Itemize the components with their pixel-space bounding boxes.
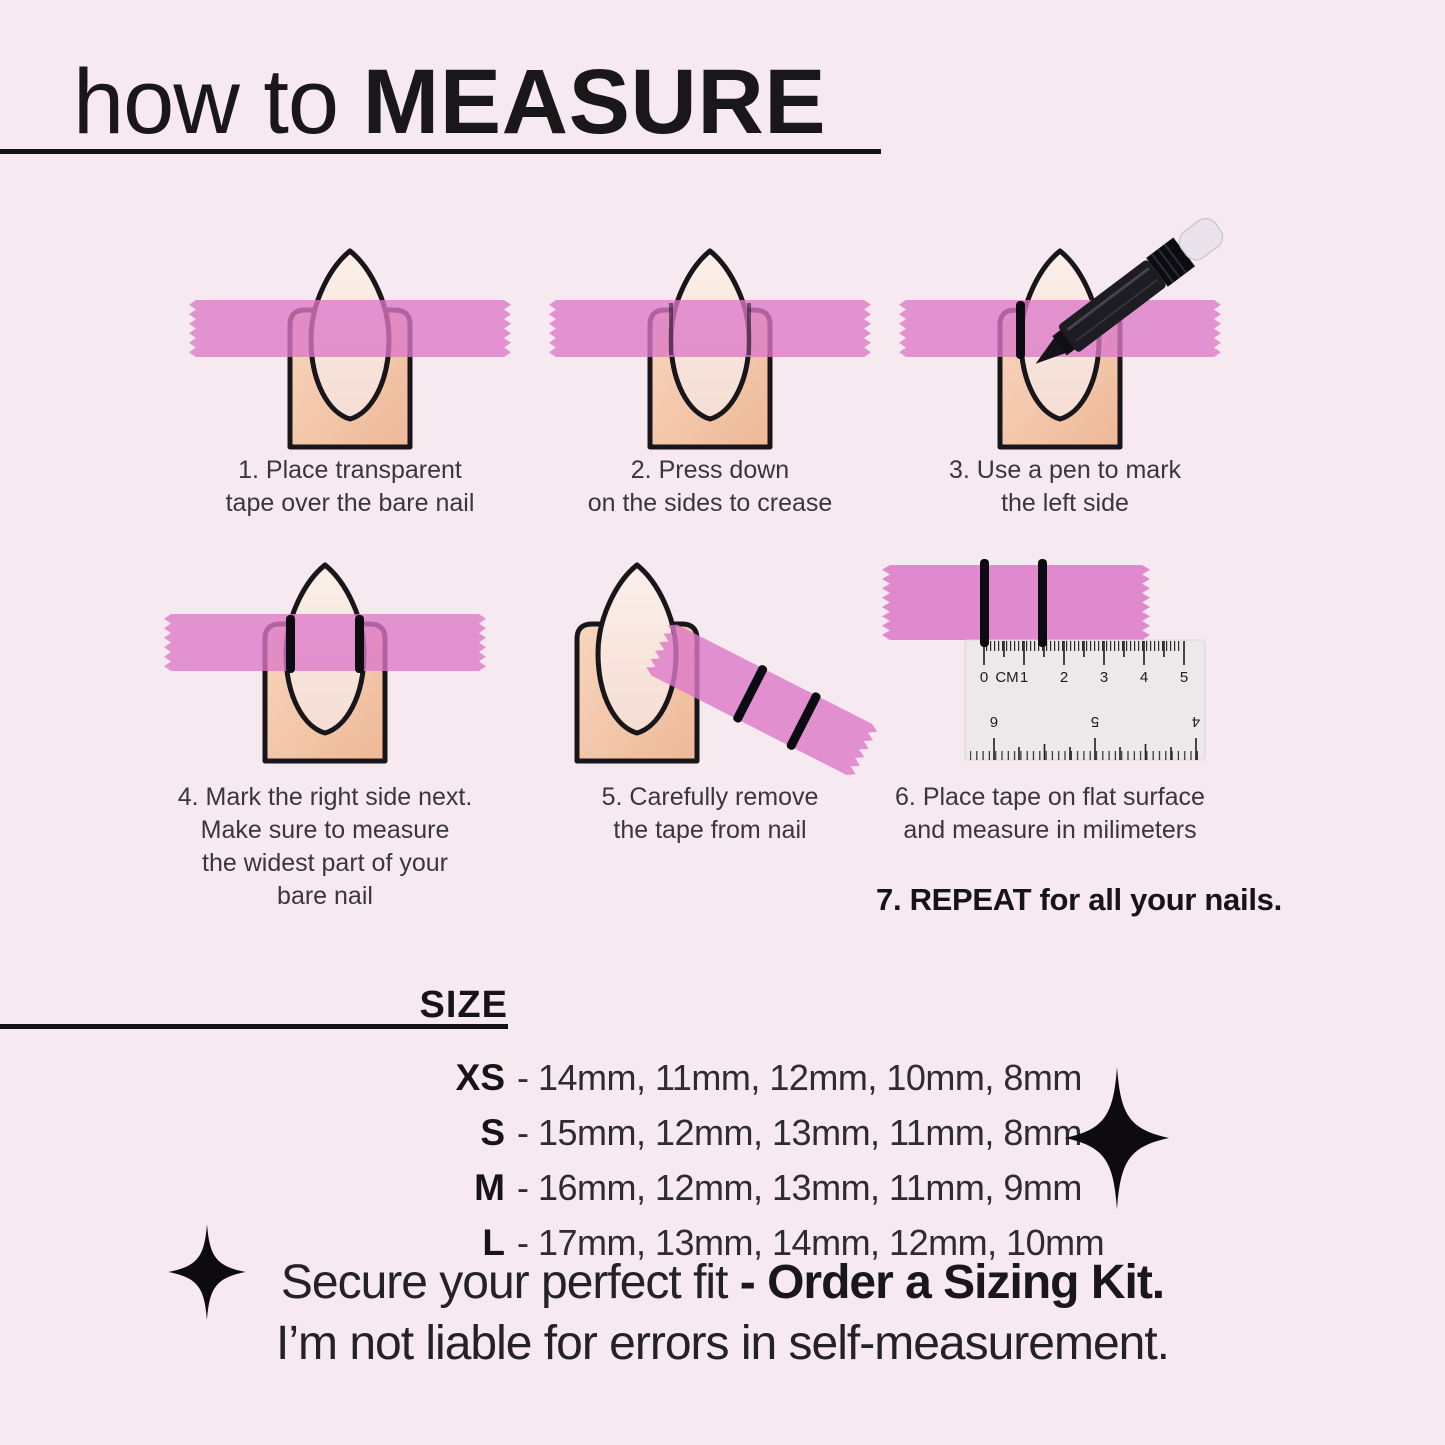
page-title-bold: MEASURE — [362, 51, 827, 153]
ruler-inch-6: 6 — [990, 713, 998, 730]
step-6-illustration: 0 CM 1 2 3 4 5 6 5 — [882, 559, 1206, 761]
title-underline — [0, 149, 881, 154]
step-5: 5. Carefully remove the tape from nail — [530, 555, 890, 847]
step-3: 3. Use a pen to mark the left side — [880, 215, 1250, 520]
tape-graphic — [549, 300, 871, 357]
footer-line2: I’m not liable for errors in self-measur… — [276, 1317, 1170, 1370]
crease-lines — [669, 302, 751, 355]
size-table: XS - 14mm, 11mm, 12mm, 10mm, 8mm S - 15m… — [0, 1050, 1120, 1270]
step-caption: 3. Use a pen to mark the left side — [948, 456, 1182, 517]
pen-mark-left — [286, 615, 295, 673]
marker-pen-icon — [1035, 217, 1224, 364]
step-6: 0 CM 1 2 3 4 5 6 5 — [850, 555, 1250, 847]
page-title-light: how to — [73, 51, 363, 153]
step-2: 2. Press down on the sides to crease — [530, 215, 890, 520]
pen-mark-right — [355, 615, 364, 673]
tape-graphic — [164, 614, 486, 671]
ruler-inch-5: 5 — [1091, 713, 1099, 730]
pen-mark-right — [786, 692, 821, 750]
ruler-cm-3: 3 — [1100, 669, 1108, 686]
size-row-s: S - 15mm, 12mm, 13mm, 11mm, 8mm — [0, 1105, 1120, 1160]
ruler-cm-2: 2 — [1060, 669, 1068, 686]
ruler-cm-4: 4 — [1140, 669, 1148, 686]
size-values: - 17mm, 13mm, 14mm, 12mm, 10mm — [517, 1222, 1105, 1263]
ruler-graphic: 0 CM 1 2 3 4 5 6 5 — [964, 639, 1206, 761]
tape-graphic — [882, 565, 1150, 640]
size-label: XS — [455, 1057, 505, 1098]
pen-mark-left — [1016, 301, 1025, 359]
size-row-l: L - 17mm, 13mm, 14mm, 12mm, 10mm — [0, 1215, 1120, 1270]
ruler-cm-0: 0 — [980, 669, 988, 686]
step-4: 4. Mark the right side next. Make sure t… — [135, 555, 515, 913]
step-caption: 5. Carefully remove the tape from nail — [601, 783, 819, 844]
ruler-cm-5: 5 — [1180, 669, 1188, 686]
step-1-illustration — [189, 215, 511, 450]
sparkle-icon — [168, 1224, 246, 1320]
step-1: 1. Place transparent tape over the bare … — [170, 215, 530, 520]
footer-line1-bold: - Order a Sizing Kit. — [739, 1256, 1165, 1309]
page-title: how to MEASURE — [73, 56, 826, 148]
step-caption: 2. Press down on the sides to crease — [587, 456, 833, 517]
pen-mark-right — [1038, 559, 1047, 647]
step-4-illustration — [164, 555, 486, 777]
step-caption: 1. Place transparent tape over the bare … — [225, 456, 475, 517]
ruler-inch-4: 4 — [1192, 713, 1200, 730]
size-values: - 15mm, 12mm, 13mm, 11mm, 8mm — [517, 1112, 1082, 1153]
sparkle-icon — [1064, 1067, 1170, 1209]
step-5-illustration — [530, 555, 878, 775]
footer-line1: Secure your perfect fit - Order a Sizing… — [0, 1252, 1445, 1313]
size-values: - 16mm, 12mm, 13mm, 11mm, 9mm — [517, 1167, 1082, 1208]
size-label: L — [482, 1222, 505, 1263]
size-label: S — [480, 1112, 505, 1153]
step-caption: 6. Place tape on flat surface and measur… — [895, 783, 1205, 844]
ruler-unit-label: CM — [995, 669, 1018, 686]
pen-mark-left — [733, 665, 768, 723]
tape-graphic — [189, 300, 511, 357]
size-values: - 14mm, 11mm, 12mm, 10mm, 8mm — [517, 1057, 1082, 1098]
peeled-tape-graphic — [646, 624, 878, 775]
size-row-m: M - 16mm, 12mm, 13mm, 11mm, 9mm — [0, 1160, 1120, 1215]
size-label: M — [474, 1167, 505, 1208]
ruler-cm-1: 1 — [1020, 669, 1028, 686]
footer: Secure your perfect fit - Order a Sizing… — [0, 1252, 1445, 1374]
pen-mark-left — [980, 559, 989, 647]
footer-line1-regular: Secure your perfect fit — [280, 1256, 740, 1309]
repeat-note: 7. REPEAT for all your nails. — [876, 882, 1282, 917]
size-row-xs: XS - 14mm, 11mm, 12mm, 10mm, 8mm — [0, 1050, 1120, 1105]
step-caption: 4. Mark the right side next. Make sure t… — [177, 783, 473, 910]
size-underline — [0, 1024, 508, 1029]
step-2-illustration — [549, 215, 871, 450]
step-3-illustration — [899, 217, 1224, 450]
size-heading: SIZE — [419, 984, 508, 1026]
